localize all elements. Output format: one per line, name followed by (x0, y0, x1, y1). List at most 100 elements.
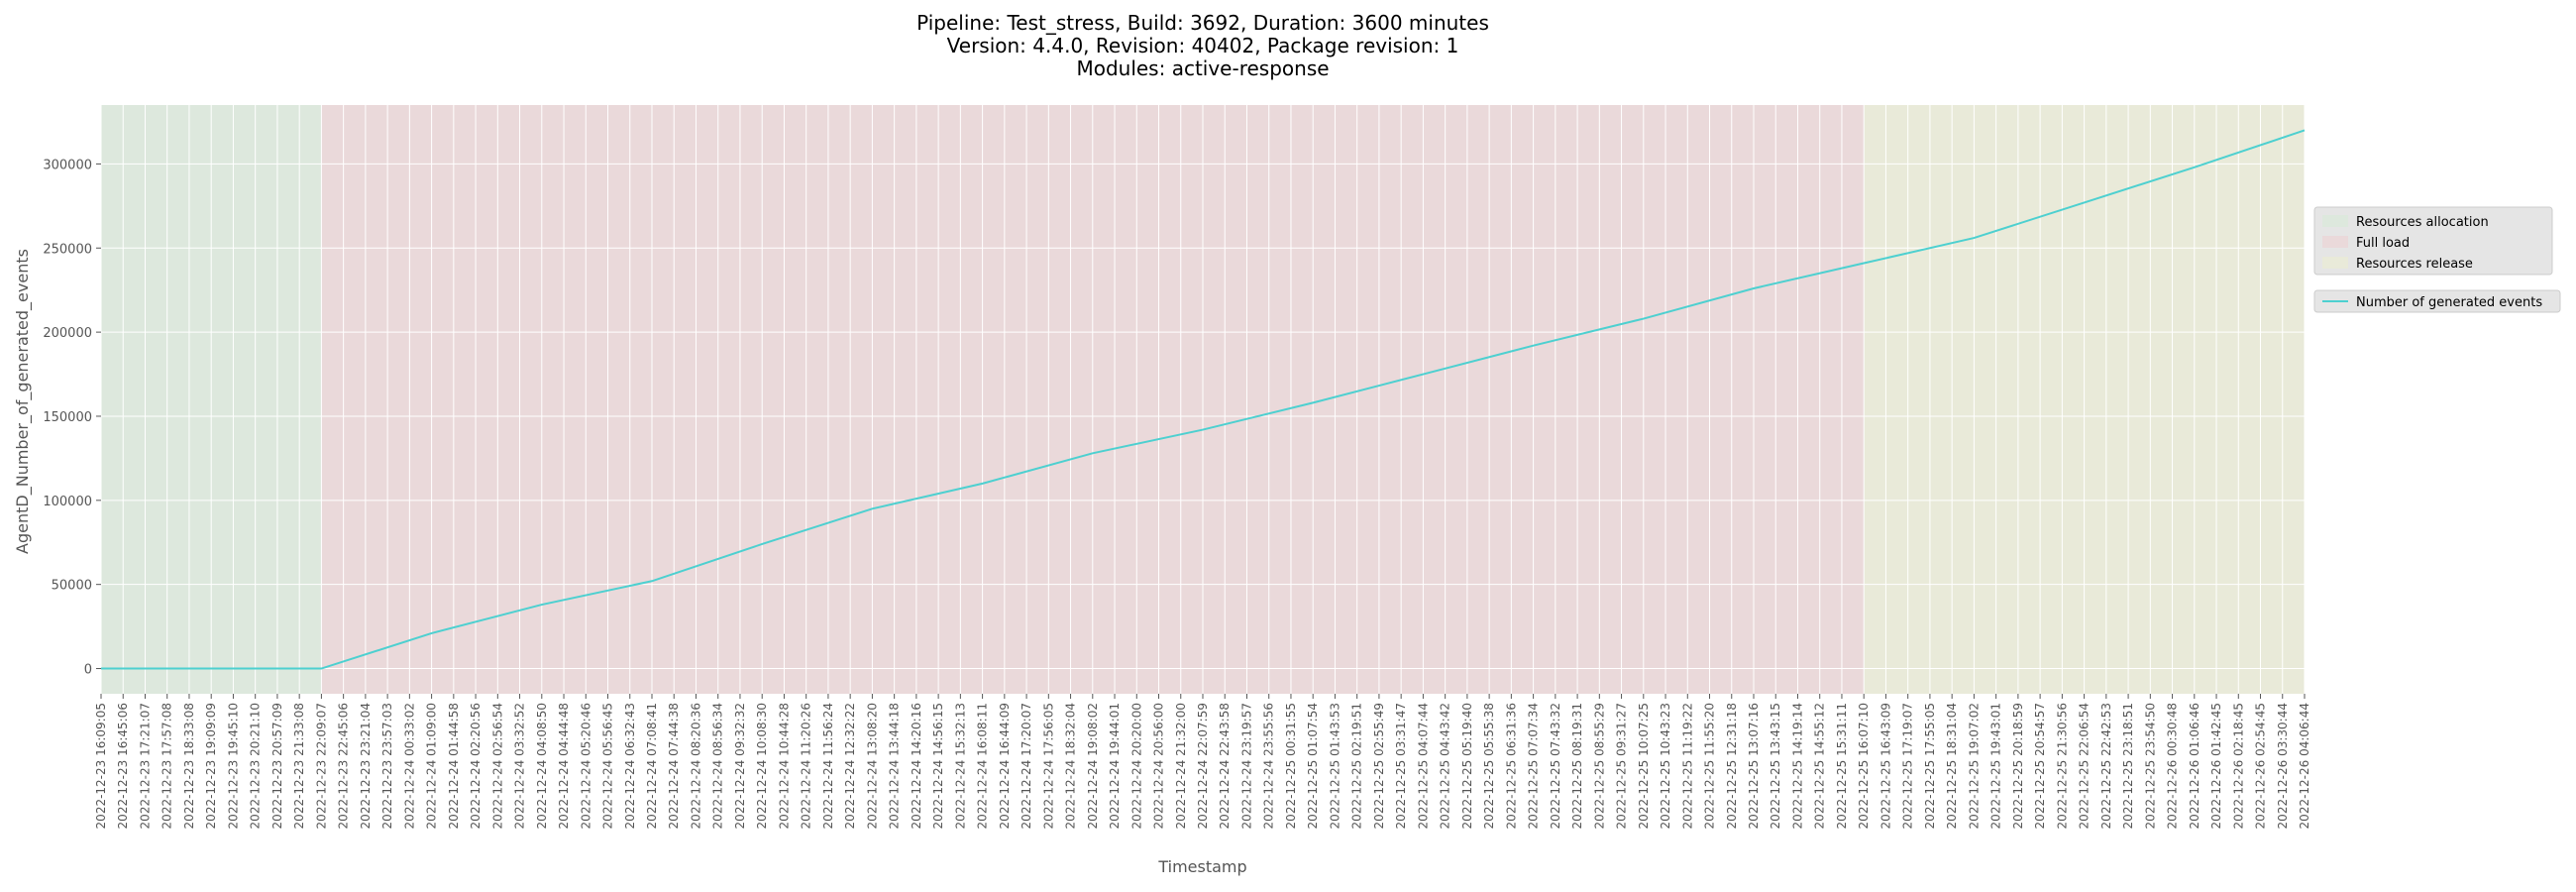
legend-label-2: Resources release (2356, 257, 2473, 272)
x-tick-label: 2022-12-23 16:09:05 (94, 703, 108, 829)
x-tick-label: 2022-12-24 09:32:32 (733, 703, 747, 829)
legend: Resources allocation Full load Resources r… (2313, 206, 2561, 313)
x-tick-label: 2022-12-25 19:43:01 (1989, 703, 2003, 829)
x-tick-label: 2022-12-24 07:08:41 (645, 703, 659, 829)
series-lines (101, 129, 2306, 670)
x-tick-label: 2022-12-23 21:33:08 (292, 703, 306, 829)
x-tick-label: 2022-12-25 07:07:34 (1527, 703, 1541, 829)
x-tick-label: 2022-12-25 20:54:57 (2033, 703, 2047, 829)
x-tick-label: 2022-12-23 22:09:07 (314, 703, 328, 829)
y-tick-label: 100000 (43, 495, 92, 509)
x-tick-label: 2022-12-24 02:56:54 (490, 703, 504, 829)
x-tick-label: 2022-12-23 19:09:09 (204, 703, 218, 829)
x-tick-label: 2022-12-24 01:09:00 (425, 703, 439, 829)
x-tick-label: 2022-12-23 19:45:10 (226, 703, 240, 829)
legend-box-series (2313, 289, 2561, 313)
x-tick-label: 2022-12-25 13:07:16 (1747, 703, 1761, 829)
legend-swatch-0 (2322, 215, 2348, 227)
x-tick-label: 2022-12-25 21:30:56 (2055, 703, 2069, 829)
x-tick-label: 2022-12-25 17:55:05 (1923, 703, 1937, 829)
x-tick-label: 2022-12-24 08:20:36 (689, 703, 702, 829)
x-tick-label: 2022-12-24 14:20:16 (910, 703, 923, 829)
x-tick-label: 2022-12-25 04:07:44 (1416, 703, 1430, 829)
x-tick-label: 2022-12-26 04:06:44 (2298, 703, 2311, 829)
legend-box-phases (2313, 206, 2553, 276)
x-tick-label: 2022-12-23 18:33:08 (182, 703, 196, 829)
x-tick-label: 2022-12-24 04:08:50 (535, 703, 549, 829)
grid-lines (100, 105, 2306, 694)
legend-swatch-2 (2322, 257, 2348, 269)
x-tick-label: 2022-12-24 19:08:02 (1086, 703, 1100, 829)
x-tick-label: 2022-12-25 04:43:42 (1439, 703, 1452, 829)
x-tick-label: 2022-12-23 20:21:10 (249, 703, 263, 829)
x-tick-label: 2022-12-24 16:44:09 (998, 703, 1012, 829)
x-tick-label: 2022-12-25 02:19:51 (1350, 703, 1364, 829)
legend-label-1: Full load (2356, 236, 2410, 251)
x-tick-label: 2022-12-23 22:45:06 (337, 703, 351, 829)
x-tick-label: 2022-12-23 16:45:06 (116, 703, 130, 829)
y-tick-label: 50000 (52, 579, 92, 594)
x-tick-label: 2022-12-24 13:44:18 (888, 703, 902, 829)
x-tick-label: 2022-12-26 01:06:46 (2188, 703, 2201, 829)
y-tick-label: 250000 (43, 242, 92, 257)
x-tick-label: 2022-12-24 06:32:43 (623, 703, 637, 829)
x-tick-label: 2022-12-25 23:54:50 (2143, 703, 2157, 829)
x-axis-ticks: 2022-12-23 16:09:05 2022-12-23 16:45:06 20… (94, 694, 2311, 829)
x-tick-label: 2022-12-25 19:07:02 (1967, 703, 1981, 829)
x-tick-label: 2022-12-25 12:31:18 (1725, 703, 1739, 829)
x-tick-label: 2022-12-25 13:43:15 (1769, 703, 1782, 829)
x-tick-label: 2022-12-25 22:06:54 (2078, 703, 2092, 829)
x-tick-label: 2022-12-25 07:43:32 (1549, 703, 1562, 829)
x-tick-label: 2022-12-24 19:44:01 (1108, 703, 1122, 829)
x-tick-label: 2022-12-24 22:43:58 (1218, 703, 1232, 829)
x-tick-label: 2022-12-26 00:30:48 (2166, 703, 2180, 829)
legend-series-label-0: Number of generated events (2356, 295, 2542, 310)
x-tick-label: 2022-12-25 03:31:47 (1394, 703, 1408, 829)
x-tick-label: 2022-12-25 17:19:07 (1901, 703, 1915, 829)
x-tick-label: 2022-12-26 01:42:45 (2209, 703, 2223, 829)
x-tick-label: 2022-12-25 15:31:11 (1835, 703, 1849, 829)
legend-label-0: Resources allocation (2356, 215, 2489, 230)
x-tick-label: 2022-12-25 01:43:53 (1328, 703, 1342, 829)
y-tick-label: 300000 (43, 158, 92, 172)
x-axis-label: Timestamp (1157, 857, 1246, 876)
x-tick-label: 2022-12-25 02:55:49 (1372, 703, 1386, 829)
x-tick-label: 2022-12-24 10:08:30 (755, 703, 769, 829)
x-tick-label: 2022-12-24 16:08:11 (976, 703, 990, 829)
chart-title-line-3: Modules: active-response (1076, 56, 1329, 80)
x-tick-label: 2022-12-26 02:18:45 (2231, 703, 2245, 829)
x-tick-label: 2022-12-24 12:32:22 (843, 703, 857, 829)
x-tick-label: 2022-12-25 11:55:20 (1703, 703, 1717, 829)
x-tick-label: 2022-12-25 16:07:10 (1857, 703, 1871, 829)
x-tick-label: 2022-12-24 08:56:34 (711, 703, 725, 829)
x-tick-label: 2022-12-23 17:21:07 (138, 703, 152, 829)
x-tick-label: 2022-12-25 09:31:27 (1615, 703, 1629, 829)
x-tick-label: 2022-12-24 11:20:26 (800, 703, 813, 829)
chart-title-line-2: Version: 4.4.0, Revision: 40402, Package… (947, 34, 1459, 57)
x-tick-label: 2022-12-24 20:20:00 (1129, 703, 1143, 829)
x-tick-label: 2022-12-24 04:44:48 (557, 703, 571, 829)
x-tick-label: 2022-12-25 10:07:25 (1637, 703, 1651, 829)
x-tick-label: 2022-12-24 23:55:56 (1262, 703, 1276, 829)
x-tick-label: 2022-12-25 08:55:29 (1592, 703, 1606, 829)
x-tick-label: 2022-12-24 05:20:46 (579, 703, 592, 829)
x-tick-label: 2022-12-25 11:19:22 (1680, 703, 1694, 829)
x-tick-label: 2022-12-26 02:54:45 (2254, 703, 2268, 829)
x-tick-label: 2022-12-25 10:43:23 (1659, 703, 1672, 829)
x-tick-label: 2022-12-24 22:07:59 (1196, 703, 1210, 829)
x-tick-label: 2022-12-25 05:55:38 (1482, 703, 1496, 829)
x-tick-label: 2022-12-24 14:56:15 (931, 703, 945, 829)
y-axis-label: AgentD_Number_of_generated_events (13, 249, 33, 554)
x-tick-label: 2022-12-25 00:31:55 (1284, 703, 1298, 829)
x-tick-label: 2022-12-25 06:31:36 (1504, 703, 1518, 829)
y-tick-label: 150000 (43, 410, 92, 425)
x-tick-label: 2022-12-24 15:32:13 (953, 703, 967, 829)
x-tick-label: 2022-12-24 11:56:24 (821, 703, 835, 829)
x-tick-label: 2022-12-24 01:44:58 (447, 703, 461, 829)
x-tick-label: 2022-12-24 05:56:45 (601, 703, 615, 829)
x-tick-label: 2022-12-24 23:19:57 (1239, 703, 1253, 829)
x-tick-label: 2022-12-25 16:43:09 (1878, 703, 1892, 829)
x-tick-label: 2022-12-24 10:44:28 (777, 703, 791, 829)
